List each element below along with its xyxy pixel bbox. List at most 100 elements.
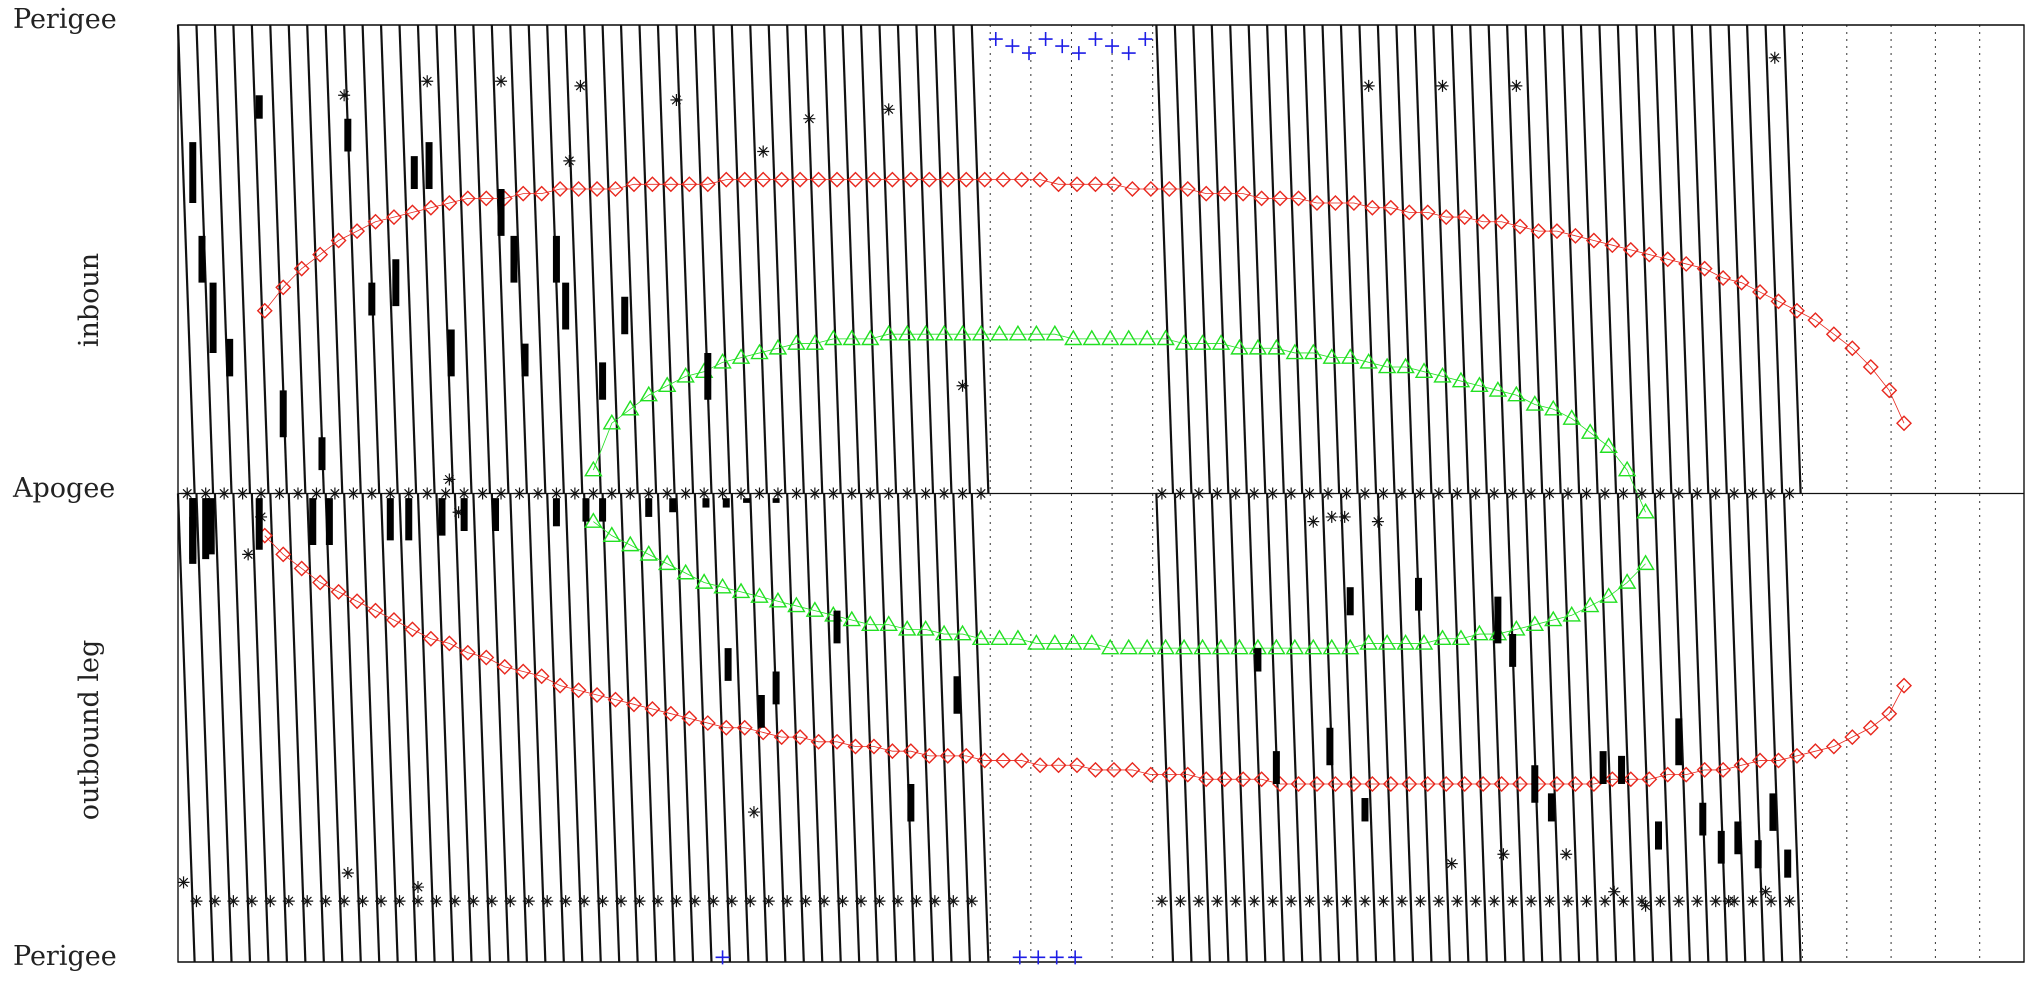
- asterisk-point: [1155, 895, 1168, 908]
- orbit-line: [453, 24, 473, 494]
- diamond-point: [773, 729, 790, 746]
- triangle-point: [1433, 629, 1452, 646]
- plus-point: [715, 950, 730, 965]
- diamond-point: [1050, 757, 1067, 774]
- diamond-point: [607, 180, 624, 197]
- orbit-line: [453, 493, 473, 963]
- orbit-line: [306, 24, 325, 494]
- diamond-point: [1235, 185, 1252, 202]
- orbit-line: [324, 493, 344, 963]
- plus-point: [1068, 950, 1083, 965]
- asterisk-point: [882, 487, 895, 500]
- asterisk-point: [1506, 487, 1519, 500]
- orbit-line: [527, 24, 547, 494]
- asterisk-point: [864, 487, 877, 500]
- orbit-line: [1506, 24, 1525, 494]
- asterisk-point: [698, 487, 711, 500]
- diamond-point: [1896, 677, 1912, 694]
- asterisk-point: [781, 895, 794, 908]
- diamond-point: [1659, 251, 1676, 268]
- diamond-point: [810, 171, 827, 188]
- diamond-point: [1493, 775, 1510, 792]
- diamond-point: [1678, 766, 1695, 783]
- diamond-point: [1567, 775, 1584, 792]
- diamond-point: [589, 686, 606, 703]
- orbit-line: [232, 493, 252, 963]
- asterisk-point: [1451, 895, 1464, 908]
- asterisk-point: [1303, 487, 1316, 500]
- asterisk-point: [177, 876, 190, 889]
- diamond-point: [792, 171, 809, 188]
- diamond-point: [829, 733, 846, 750]
- diamond-point: [1198, 185, 1215, 202]
- asterisk-point: [242, 548, 255, 561]
- asterisk-point: [1248, 895, 1261, 908]
- diamond-point: [958, 171, 975, 188]
- asterisk-point: [1709, 487, 1722, 500]
- asterisk-point: [1340, 895, 1353, 908]
- orbit-line: [1339, 24, 1359, 494]
- orbit-line: [1358, 493, 1378, 963]
- asterisk-point: [716, 487, 729, 500]
- diamond-point: [1475, 775, 1492, 792]
- orbit-line: [1469, 24, 1488, 494]
- orbit-line: [1302, 24, 1322, 494]
- orbit-line: [1284, 493, 1304, 963]
- asterisk-point: [1307, 515, 1320, 528]
- asterisk-point: [1783, 487, 1796, 500]
- orbit-line: [1229, 493, 1248, 963]
- diamond-point: [644, 176, 661, 193]
- asterisk-point: [1340, 487, 1353, 500]
- asterisk-point: [291, 487, 304, 500]
- triangle-point: [1156, 329, 1175, 346]
- diamond-point: [1659, 766, 1676, 783]
- orbit-line: [1210, 24, 1230, 494]
- orbit-line: [1524, 493, 1544, 963]
- diamond-point: [662, 705, 679, 722]
- orbit-line: [490, 493, 510, 963]
- asterisk-point: [208, 895, 221, 908]
- orbit-line: [343, 493, 362, 963]
- orbit-line: [287, 24, 307, 494]
- orbit-line: [1542, 493, 1562, 963]
- triangle-point: [1174, 638, 1194, 655]
- triangle-curve: [592, 333, 1646, 513]
- triangle-curve: [593, 521, 1646, 649]
- asterisk-point: [218, 487, 231, 500]
- diamond-point: [367, 213, 384, 230]
- diamond-point: [1733, 757, 1750, 774]
- diamond-point: [976, 171, 993, 188]
- diamond-point: [478, 190, 495, 207]
- diamond-point: [1069, 176, 1085, 193]
- diamond-point: [736, 719, 753, 736]
- asterisk-point: [956, 487, 969, 500]
- asterisk-point: [910, 895, 923, 908]
- asterisk-point: [661, 487, 674, 500]
- orbit-line: [1358, 24, 1378, 494]
- diamond-point: [533, 185, 550, 202]
- plus-point: [1138, 32, 1153, 47]
- orbit-line: [841, 493, 861, 963]
- asterisk-point: [947, 895, 960, 908]
- asterisk-point: [181, 487, 194, 500]
- triangle-point: [694, 573, 714, 589]
- diamond-point: [1308, 775, 1325, 792]
- asterisk-point: [1510, 79, 1523, 92]
- orbit-line: [398, 493, 418, 963]
- triangle-point: [639, 545, 658, 561]
- diamond-point: [1327, 195, 1344, 212]
- diamond-point: [570, 682, 587, 699]
- triangle-point: [1599, 437, 1618, 453]
- asterisk-point: [975, 487, 988, 500]
- asterisk-point: [1635, 487, 1648, 500]
- asterisk-point: [1580, 895, 1593, 908]
- asterisk-point: [1525, 895, 1538, 908]
- diamond-point: [1235, 771, 1252, 788]
- orbit-line: [250, 493, 270, 963]
- triangle-point: [1322, 638, 1341, 655]
- orbit-line: [601, 24, 621, 494]
- orbit-line: [343, 24, 362, 494]
- asterisk-point: [356, 895, 369, 908]
- diamond-point: [312, 246, 329, 263]
